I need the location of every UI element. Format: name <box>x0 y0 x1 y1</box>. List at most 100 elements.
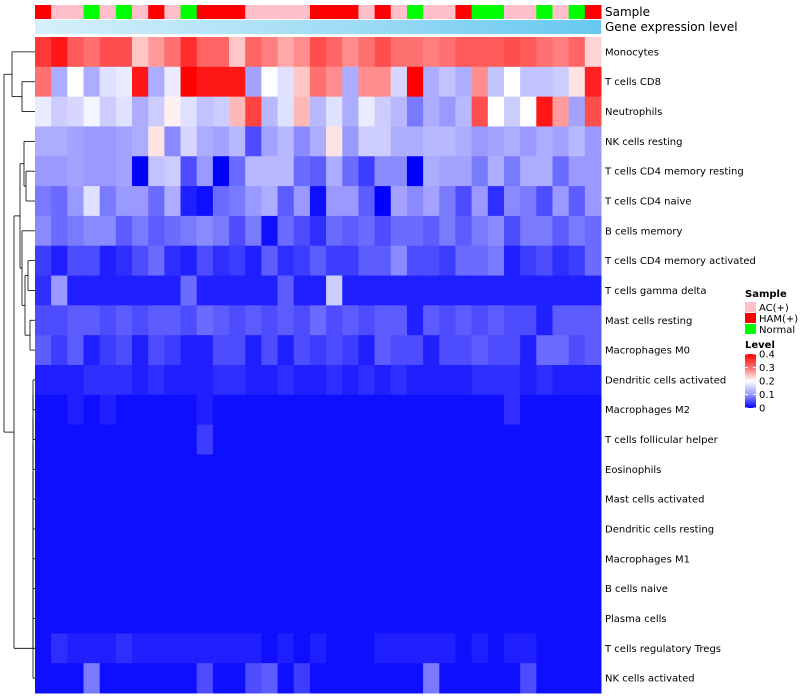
heatmap-cell <box>164 66 182 98</box>
heatmap-cell <box>568 335 586 366</box>
heatmap-cell <box>471 484 489 515</box>
heatmap-cell <box>584 156 602 187</box>
sample-annotation-cell <box>536 5 553 19</box>
heatmap-cell <box>51 365 68 396</box>
heatmap-cell <box>196 394 214 426</box>
heatmap-cell <box>455 573 473 605</box>
heatmap-cell <box>35 603 52 634</box>
heatmap-cell <box>115 37 133 68</box>
heatmap-cell <box>83 424 101 455</box>
level-tick-label: 0.3 <box>759 363 775 374</box>
heatmap-cell <box>455 543 473 575</box>
heatmap-cell <box>406 66 424 98</box>
heatmap-cell <box>212 156 230 187</box>
heatmap-cell <box>309 454 327 485</box>
heatmap-cell <box>148 96 165 127</box>
heatmap-cell <box>326 186 343 217</box>
level-tick-label: 0 <box>759 404 765 415</box>
heatmap-cell <box>245 633 262 664</box>
heatmap-cell <box>212 126 230 157</box>
heatmap-cell <box>520 186 537 217</box>
heatmap-cell <box>83 305 101 336</box>
row-label: T cells follicular helper <box>604 435 719 446</box>
row-label: T cells gamma delta <box>604 286 706 297</box>
heatmap-cell <box>261 305 279 336</box>
heatmap-cell <box>164 633 182 664</box>
heatmap-cell <box>358 484 376 515</box>
heatmap-cell <box>406 603 424 634</box>
heatmap-cell <box>35 543 52 575</box>
heatmap-cell <box>148 543 165 575</box>
heatmap-cell <box>552 96 570 127</box>
heatmap-cell <box>67 514 85 545</box>
heatmap-cell <box>229 573 246 605</box>
heatmap-cell <box>309 514 327 545</box>
heatmap-cell <box>180 66 198 98</box>
heatmap-cell <box>99 484 117 515</box>
heatmap-cell <box>390 573 408 605</box>
heatmap-cell <box>536 186 553 217</box>
heatmap-cell <box>503 96 521 127</box>
heatmap-cell <box>584 245 602 277</box>
heatmap-cell <box>536 126 553 157</box>
heatmap-cell <box>261 275 279 306</box>
heatmap-cell <box>164 186 182 217</box>
heatmap-cell <box>423 66 440 98</box>
heatmap-cell <box>99 156 117 187</box>
heatmap-cell <box>164 663 182 694</box>
heatmap-cell <box>439 66 456 98</box>
heatmap-cell <box>196 66 214 98</box>
heatmap-cell <box>83 215 101 247</box>
heatmap-cell <box>536 37 553 68</box>
row-label: B cells naive <box>605 584 668 595</box>
heatmap-cell <box>277 514 295 545</box>
heatmap-cell <box>293 96 311 127</box>
heatmap-cell <box>326 514 343 545</box>
heatmap-cell <box>148 126 165 157</box>
heatmap-cell <box>115 603 133 634</box>
heatmap-cell <box>261 156 279 187</box>
heatmap-cell <box>520 126 537 157</box>
heatmap-cell <box>245 484 262 515</box>
heatmap-cell <box>455 484 473 515</box>
heatmap-cell <box>536 365 553 396</box>
heatmap-cell <box>212 484 230 515</box>
heatmap-cell <box>132 424 149 455</box>
heatmap-cell <box>293 126 311 157</box>
heatmap-cell <box>584 663 602 694</box>
sample-annotation-cell <box>196 5 214 19</box>
heatmap-cell <box>245 335 262 366</box>
heatmap-cell <box>99 573 117 605</box>
heatmap-cell <box>326 335 343 366</box>
heatmap-cell <box>471 365 489 396</box>
heatmap-cell <box>148 37 165 68</box>
sample-annotation-cell <box>455 5 473 19</box>
heatmap-cell <box>245 573 262 605</box>
heatmap-cell <box>229 245 246 277</box>
heatmap-cell <box>212 365 230 396</box>
heatmap-cell <box>471 96 489 127</box>
heatmap-cell <box>374 543 392 575</box>
heatmap-cell <box>390 603 408 634</box>
heatmap-cell <box>245 454 262 485</box>
sample-annotation-cell <box>374 5 392 19</box>
heatmap-cell <box>406 454 424 485</box>
heatmap-cell <box>309 96 327 127</box>
heatmap-cell <box>35 305 52 336</box>
heatmap-cell <box>293 66 311 98</box>
heatmap-cell <box>99 514 117 545</box>
heatmap-cell <box>196 484 214 515</box>
heatmap-cell <box>229 305 246 336</box>
row-label: Macrophages M0 <box>605 346 690 357</box>
heatmap-cell <box>196 215 214 247</box>
heatmap-cell <box>229 275 246 306</box>
heatmap-cell <box>51 156 68 187</box>
heatmap-cell <box>99 305 117 336</box>
heatmap-cell <box>503 484 521 515</box>
heatmap-cell <box>406 543 424 575</box>
heatmap-cell <box>423 96 440 127</box>
heatmap-cell <box>374 156 392 187</box>
heatmap-cell <box>487 245 505 277</box>
heatmap-cell <box>406 156 424 187</box>
heatmap-cell <box>374 37 392 68</box>
